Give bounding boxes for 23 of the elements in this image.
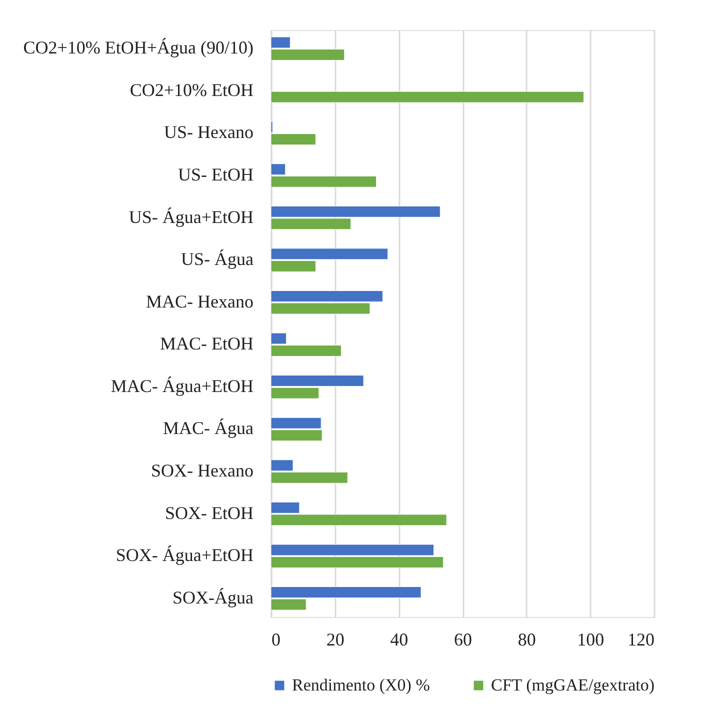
x-tick-label: 60: [454, 630, 472, 650]
x-tick-label: 40: [390, 630, 408, 650]
y-tick-label: MAC- EtOH: [160, 334, 254, 354]
x-tick-label: 120: [628, 630, 654, 650]
x-tick-label: 20: [326, 630, 344, 650]
y-tick-label: US- Água+EtOH: [128, 206, 254, 227]
y-tick-label: US- EtOH: [178, 164, 254, 184]
y-tick-label: CO2+10% EtOH: [130, 80, 254, 100]
y-tick-label: US- Água: [181, 249, 254, 270]
y-tick-label: MAC- Água+EtOH: [110, 376, 254, 396]
y-tick-label: CO2+10% EtOH+Água (90/10): [23, 38, 254, 58]
y-tick-label: SOX- EtOH: [165, 502, 254, 523]
x-tick-label: 0: [272, 630, 280, 650]
legend-label: CFT (mgGAE/gextrato): [491, 676, 655, 695]
y-tick-label: SOX- Água+EtOH: [116, 545, 254, 566]
legend-label: Rendimento (X0) %: [292, 676, 430, 695]
y-tick-label: MAC- Hexano: [146, 291, 254, 312]
x-tick-label: 80: [518, 630, 536, 650]
y-tick-label: SOX- Hexano: [151, 460, 254, 481]
y-tick-label: SOX-Água: [172, 587, 254, 608]
y-tick-label: MAC- Água: [163, 418, 254, 438]
x-tick-label: 100: [577, 630, 604, 650]
y-tick-label: US- Hexano: [164, 122, 254, 142]
